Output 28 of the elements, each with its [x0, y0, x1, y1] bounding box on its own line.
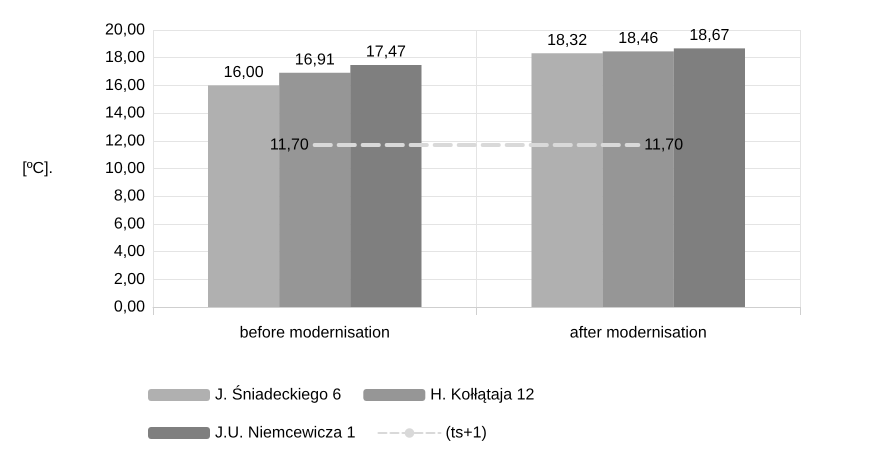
- legend-label: H. Kołłątaja 12: [430, 386, 534, 404]
- data-label: 11,70: [644, 136, 684, 154]
- y-tick-label: 14,00: [104, 104, 146, 122]
- y-tick-label: 4,00: [114, 243, 146, 260]
- y-tick-label: 20,00: [104, 22, 146, 38]
- y-tick-label: 16,00: [104, 76, 146, 94]
- legend-label: (ts+1): [445, 424, 487, 442]
- y-tick-label: 18,00: [104, 49, 146, 66]
- data-label: 18,67: [689, 26, 730, 44]
- data-label: 16,00: [224, 64, 264, 81]
- data-label: 17,47: [366, 44, 406, 61]
- bar: [531, 53, 603, 307]
- data-label: 16,91: [294, 51, 335, 68]
- y-tick-label: 8,00: [114, 188, 146, 205]
- legend-label: J.U. Niemcewicza 1: [215, 424, 356, 442]
- legend-label: J. Śniadeckiego 6: [215, 384, 342, 404]
- bar: [350, 65, 422, 307]
- x-tick-label: after modernisation: [570, 324, 707, 342]
- y-tick-label: 0,00: [114, 298, 146, 316]
- y-tick-label: 12,00: [104, 132, 146, 150]
- x-tick-label: before modernisation: [240, 324, 390, 342]
- data-label: 11,70: [270, 136, 309, 154]
- data-label: 18,46: [618, 30, 658, 47]
- y-tick-label: 10,00: [104, 160, 146, 177]
- y-tick-label: 6,00: [114, 215, 146, 232]
- y-axis-title: [ºC].: [22, 160, 53, 177]
- y-tick-label: 2,00: [114, 270, 146, 288]
- data-label: 18,32: [547, 32, 588, 49]
